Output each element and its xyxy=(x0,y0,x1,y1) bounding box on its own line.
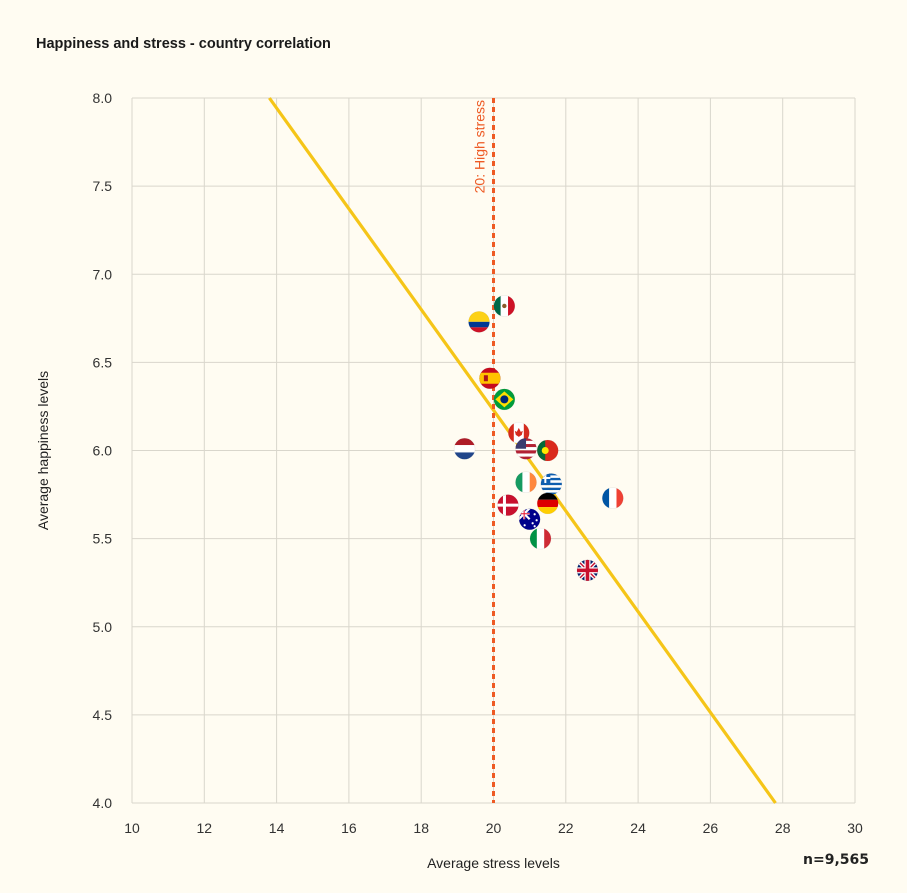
x-tick-label: 18 xyxy=(413,820,429,836)
y-tick-label: 6.0 xyxy=(93,443,113,459)
x-tick-label: 22 xyxy=(558,820,574,836)
uk-flag xyxy=(576,559,599,582)
italy-flag xyxy=(529,527,552,550)
x-tick-label: 26 xyxy=(703,820,719,836)
colombia-flag xyxy=(468,311,490,333)
y-tick-label: 7.5 xyxy=(93,178,113,194)
high-stress-label: 20: High stress xyxy=(472,100,488,193)
germany-flag xyxy=(536,492,559,515)
x-axis-ticks: 10 12 14 16 18 20 22 24 26 28 30 xyxy=(124,820,863,836)
y-axis-label: Average happiness levels xyxy=(35,371,51,530)
sample-size: n=9,565 xyxy=(803,852,869,868)
ireland-flag xyxy=(515,471,537,494)
y-tick-label: 6.5 xyxy=(93,354,113,370)
x-axis-label: Average stress levels xyxy=(427,855,560,871)
y-tick-label: 5.0 xyxy=(93,619,113,635)
portugal-flag xyxy=(536,439,559,462)
y-axis-ticks: 4.0 4.5 5.0 5.5 6.0 6.5 7.0 7.5 8.0 xyxy=(93,90,113,811)
y-tick-label: 4.5 xyxy=(93,707,113,723)
australia-flag xyxy=(518,508,541,531)
chart-title: Happiness and stress - country correlati… xyxy=(36,36,331,52)
france-flag xyxy=(601,487,624,509)
greece-flag xyxy=(540,473,563,495)
y-tick-label: 5.5 xyxy=(93,531,113,547)
x-tick-label: 12 xyxy=(197,820,213,836)
x-tick-label: 14 xyxy=(269,820,285,836)
grid-lines xyxy=(131,97,856,804)
usa-flag xyxy=(515,437,537,460)
denmark-flag xyxy=(497,494,519,516)
x-tick-label: 16 xyxy=(341,820,357,836)
x-tick-label: 20 xyxy=(486,820,502,836)
mexico-flag xyxy=(493,295,516,317)
x-tick-label: 10 xyxy=(124,820,140,836)
country-points xyxy=(453,295,624,582)
y-tick-label: 7.0 xyxy=(93,266,113,282)
y-tick-label: 4.0 xyxy=(93,795,113,811)
brazil-flag xyxy=(493,388,516,411)
x-tick-label: 24 xyxy=(630,820,646,836)
canada-flag xyxy=(508,422,530,444)
y-tick-label: 8.0 xyxy=(93,90,113,106)
x-tick-label: 30 xyxy=(847,820,863,836)
netherlands-flag xyxy=(453,437,476,460)
x-tick-label: 28 xyxy=(775,820,791,836)
spain-flag xyxy=(479,367,501,390)
